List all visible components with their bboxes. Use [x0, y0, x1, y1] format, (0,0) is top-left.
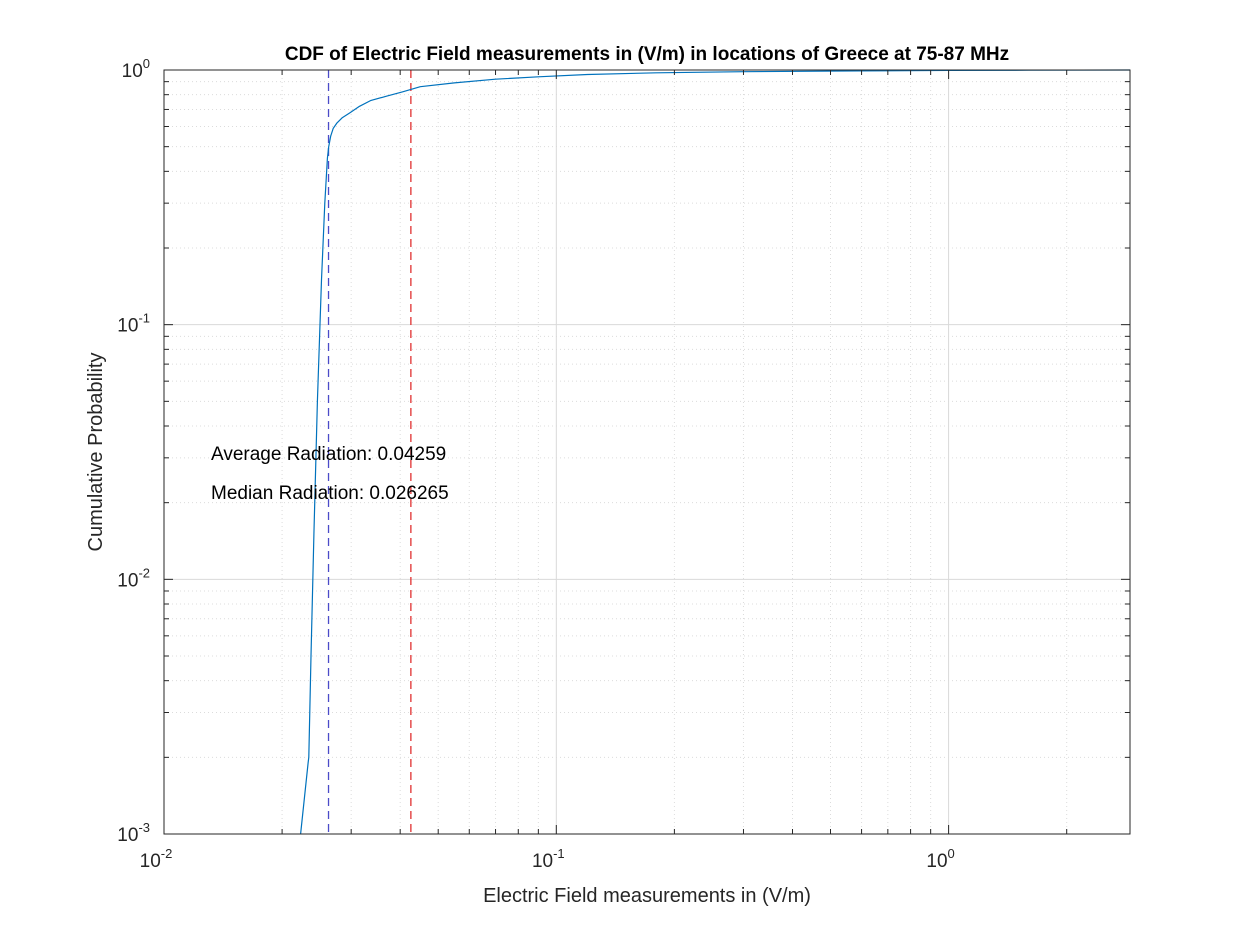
- average-radiation-annotation: Average Radiation: 0.04259: [211, 444, 446, 465]
- x-tick-labels: 10-2 10-1 100: [140, 846, 955, 872]
- x-tick-label: 100: [926, 846, 954, 872]
- y-tick-label: 10-1: [117, 311, 150, 337]
- reference-lines: [327, 70, 412, 834]
- cdf-series-line: [300, 69, 1131, 835]
- median-radiation-annotation: Median Radiation: 0.026265: [211, 483, 449, 504]
- axes-box: [163, 69, 1131, 835]
- x-axis-label: Electric Field measurements in (V/m): [483, 885, 811, 907]
- tick-marks: [163, 69, 1130, 835]
- y-tick-label: 10-2: [117, 565, 150, 591]
- chart-title: CDF of Electric Field measurements in (V…: [285, 44, 1009, 65]
- y-tick-labels: 10-3 10-2 10-1 100: [117, 56, 150, 846]
- y-tick-label: 10-3: [117, 820, 150, 846]
- series-layer: [300, 69, 1131, 835]
- y-tick-label: 100: [122, 56, 150, 82]
- x-tick-label: 10-1: [532, 846, 565, 872]
- minor-grid: [164, 70, 1130, 834]
- y-axis-label: Cumulative Probability: [85, 353, 107, 552]
- x-tick-label: 10-2: [140, 846, 173, 872]
